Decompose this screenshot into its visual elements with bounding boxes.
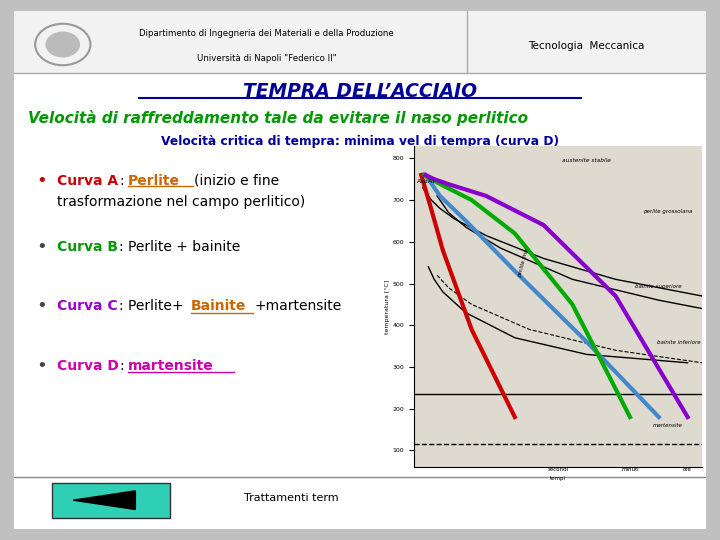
- Text: bainite inferiore: bainite inferiore: [657, 340, 701, 345]
- Text: •: •: [37, 172, 48, 190]
- Text: :: :: [120, 174, 124, 188]
- Text: ore: ore: [683, 467, 692, 472]
- Text: •: •: [37, 298, 48, 315]
- Bar: [14, 11, 706, 73]
- Text: Perlite: Perlite: [127, 174, 180, 188]
- Text: (inizio e fine: (inizio e fine: [194, 174, 279, 188]
- Text: Curva A: Curva A: [58, 174, 118, 188]
- Text: Tecnologia  Meccanica: Tecnologia Meccanica: [528, 41, 645, 51]
- Text: trasformazione nel campo perlitico): trasformazione nel campo perlitico): [58, 194, 305, 208]
- Text: •: •: [37, 238, 48, 255]
- Text: martensite: martensite: [652, 423, 683, 428]
- Text: minuti: minuti: [621, 467, 639, 472]
- Text: Bainite: Bainite: [191, 299, 246, 313]
- Text: Università di Napoli "Federico II": Università di Napoli "Federico II": [197, 54, 336, 63]
- Text: Velocità di raffreddamento tale da evitare il naso perlitico: Velocità di raffreddamento tale da evita…: [28, 110, 528, 126]
- Bar: [53, 483, 170, 518]
- Text: perlite fine: perlite fine: [517, 248, 530, 278]
- Text: Curva C: Curva C: [58, 299, 118, 313]
- Text: Curva B: Curva B: [58, 240, 118, 254]
- Text: : Perlite + bainite: : Perlite + bainite: [120, 240, 240, 254]
- Text: :: :: [120, 359, 124, 373]
- Text: : Perlite+: : Perlite+: [120, 299, 184, 313]
- Text: Velocità critica di tempra: minima vel di tempra (curva D): Velocità critica di tempra: minima vel d…: [161, 135, 559, 148]
- Polygon shape: [73, 491, 135, 510]
- Text: perlite grossolana: perlite grossolana: [643, 208, 692, 213]
- Text: austenite stabile: austenite stabile: [562, 159, 611, 164]
- Text: A₃≅A₁: A₃≅A₁: [417, 179, 436, 184]
- Text: •: •: [37, 357, 48, 375]
- Text: bainite superiore: bainite superiore: [636, 284, 682, 289]
- Circle shape: [45, 31, 80, 57]
- Text: Curva D: Curva D: [58, 359, 119, 373]
- Text: Trattamenti term: Trattamenti term: [243, 493, 338, 503]
- Text: Dipartimento di Ingegneria dei Materiali e della Produzione: Dipartimento di Ingegneria dei Materiali…: [139, 29, 394, 38]
- Text: tempi: tempi: [550, 476, 566, 481]
- Text: +martensite: +martensite: [254, 299, 341, 313]
- Text: martensite: martensite: [127, 359, 214, 373]
- Y-axis label: temperatura [°C]: temperatura [°C]: [384, 279, 390, 334]
- Text: secondi: secondi: [547, 467, 569, 472]
- Text: TEMPRA DELL’ACCIAIO: TEMPRA DELL’ACCIAIO: [243, 82, 477, 100]
